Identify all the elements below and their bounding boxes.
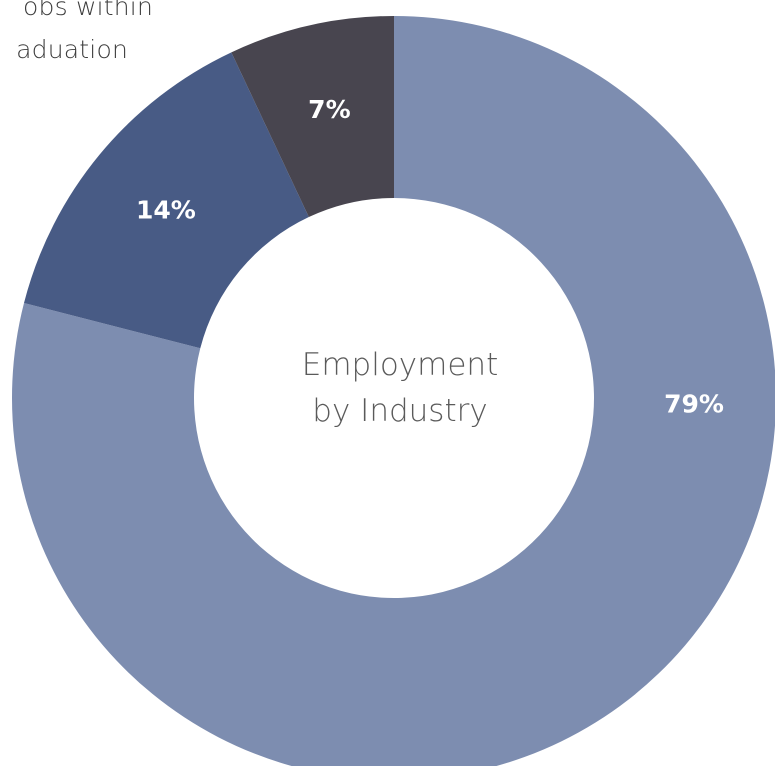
slice-label-7-percent: 7% — [308, 95, 350, 124]
donut-slices — [12, 16, 775, 766]
slice-labels: 79% 14% 7% — [136, 95, 724, 418]
caption-line-1: obs within — [23, 0, 153, 21]
center-label-line-1: Employment — [302, 347, 498, 383]
cropped-caption: obs within aduation — [0, 0, 165, 70]
donut-slice-79-percent — [12, 16, 775, 766]
center-label-line-2: by Industry — [312, 393, 487, 429]
donut-slice-7-percent — [231, 16, 394, 218]
slice-label-79-percent: 79% — [664, 389, 724, 418]
donut-slice-14-percent — [24, 52, 309, 349]
caption-line-2: aduation — [16, 35, 128, 64]
slice-label-14-percent: 14% — [136, 195, 196, 224]
